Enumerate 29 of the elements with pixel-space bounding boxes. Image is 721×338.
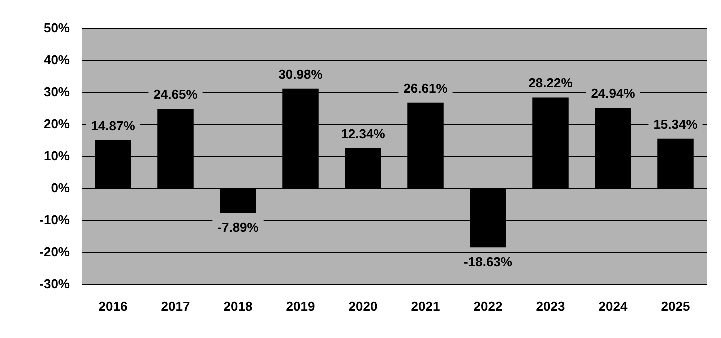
y-tick-label: -10% bbox=[40, 212, 70, 228]
x-tick-label: 2019 bbox=[286, 299, 316, 314]
y-tick-label: 10% bbox=[44, 148, 70, 164]
data-label: -7.89% bbox=[218, 220, 260, 236]
y-tick-label: 0% bbox=[51, 180, 70, 196]
data-label: 15.34% bbox=[654, 116, 698, 132]
x-tick-label: 2024 bbox=[598, 299, 628, 314]
data-label: -18.63% bbox=[464, 254, 513, 270]
data-label: 26.61% bbox=[404, 80, 448, 96]
x-tick-label: 2020 bbox=[348, 299, 378, 314]
x-tick-label: 2023 bbox=[536, 299, 566, 314]
y-tick-label: 40% bbox=[44, 52, 70, 68]
data-label: 28.22% bbox=[528, 76, 574, 91]
data-label: 30.98% bbox=[278, 66, 324, 82]
y-tick-label: -20% bbox=[40, 244, 70, 260]
y-tick-label: 50% bbox=[44, 20, 70, 36]
x-tick-label: 2016 bbox=[98, 299, 128, 314]
x-tick-label: 2021 bbox=[411, 299, 440, 314]
y-tick-label: 20% bbox=[44, 116, 70, 132]
data-label: 24.65% bbox=[154, 87, 198, 102]
x-tick-label: 2018 bbox=[224, 299, 253, 314]
x-tick-label: 2025 bbox=[661, 299, 690, 314]
y-tick-label: -30% bbox=[40, 276, 70, 292]
data-label: 12.34% bbox=[341, 126, 386, 142]
data-label: 14.87% bbox=[91, 118, 136, 134]
data-label: 24.94% bbox=[591, 86, 636, 102]
y-tick-label: 30% bbox=[44, 84, 70, 100]
x-tick-label: 2017 bbox=[161, 299, 190, 314]
x-tick-label: 2022 bbox=[474, 299, 503, 314]
